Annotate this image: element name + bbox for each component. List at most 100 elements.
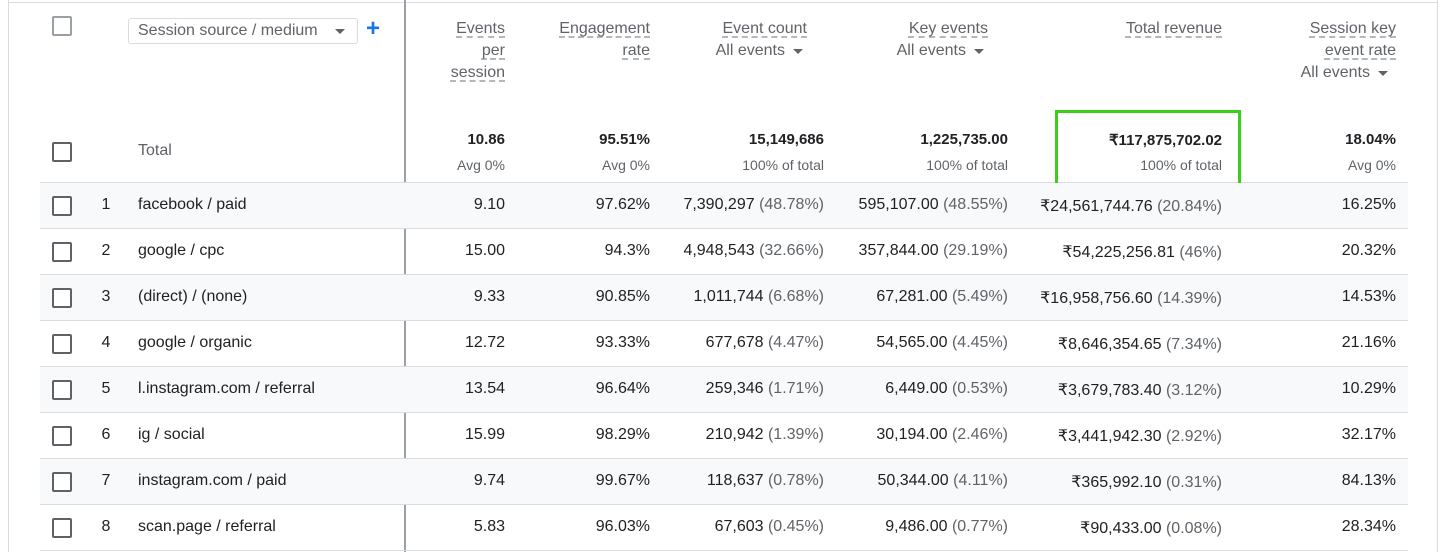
row-revenue-value: ₹90,433.00 bbox=[1080, 520, 1162, 537]
total-event-count-sub: 100% of total bbox=[742, 157, 824, 173]
row-key-events-pct: (0.53%) bbox=[951, 380, 1008, 397]
total-session-key-event-rate: 18.04% bbox=[1345, 131, 1396, 148]
row-dimension[interactable]: instagram.com / paid bbox=[138, 472, 287, 489]
row-event-count: 67,603 (0.45%) bbox=[660, 518, 824, 536]
caret-down-icon bbox=[335, 29, 345, 34]
table-row[interactable]: 7 instagram.com / paid 9.74 99.67% 118,637 (… bbox=[40, 459, 1408, 505]
table-row[interactable]: 5 l.instagram.com / referral 13.54 96.64% 25… bbox=[40, 367, 1408, 413]
totals-divider bbox=[40, 182, 1408, 183]
row-key-events: 50,344.00 (4.11%) bbox=[840, 472, 1008, 490]
row-index: 2 bbox=[101, 242, 111, 259]
total-engagement-rate-sub: Avg 0% bbox=[602, 157, 650, 173]
col-header-event-count[interactable]: Event count All events bbox=[680, 18, 807, 62]
row-dimension[interactable]: facebook / paid bbox=[138, 196, 247, 213]
row-session-key-event-rate: 20.32% bbox=[1341, 242, 1396, 259]
row-key-events-value: 595,107.00 bbox=[858, 196, 939, 213]
table-right-border bbox=[1437, 0, 1438, 552]
row-checkbox[interactable] bbox=[52, 288, 72, 308]
table-row[interactable]: 1 facebook / paid 9.10 97.62% 7,390,297 (48.… bbox=[40, 183, 1408, 229]
table-left-border bbox=[8, 0, 9, 552]
row-dimension[interactable]: google / organic bbox=[138, 334, 252, 351]
row-checkbox[interactable] bbox=[52, 380, 72, 400]
row-event-count-value: 67,603 bbox=[714, 518, 764, 535]
row-events-per-session: 15.99 bbox=[464, 426, 505, 443]
select-all-checkbox[interactable] bbox=[52, 16, 72, 36]
col-title: Key events bbox=[908, 20, 988, 37]
row-key-events-value: 54,565.00 bbox=[876, 334, 948, 351]
row-index: 4 bbox=[101, 334, 111, 351]
row-events-per-session: 9.74 bbox=[473, 472, 505, 489]
row-key-events-pct: (0.77%) bbox=[951, 518, 1008, 535]
row-event-count-pct: (1.71%) bbox=[767, 380, 824, 397]
row-checkbox[interactable] bbox=[52, 196, 72, 216]
row-events-per-session: 12.72 bbox=[464, 334, 505, 351]
row-dimension[interactable]: (direct) / (none) bbox=[138, 288, 248, 305]
row-checkbox[interactable] bbox=[52, 426, 72, 446]
row-event-count: 210,942 (1.39%) bbox=[660, 426, 824, 444]
row-event-count-pct: (1.39%) bbox=[767, 426, 824, 443]
table-row[interactable]: 6 ig / social 15.99 98.29% 210,942 (1.39%) 30… bbox=[40, 413, 1408, 459]
row-checkbox[interactable] bbox=[52, 242, 72, 262]
row-event-count: 4,948,543 (32.66%) bbox=[660, 242, 824, 260]
row-revenue-value: ₹8,646,354.65 bbox=[1057, 336, 1162, 353]
event-filter-dropdown[interactable]: All events bbox=[897, 40, 988, 62]
row-key-events: 30,194.00 (2.46%) bbox=[840, 426, 1008, 444]
col-header-key-events[interactable]: Key events All events bbox=[860, 18, 988, 62]
row-dimension[interactable]: scan.page / referral bbox=[138, 518, 276, 535]
table-top-border bbox=[8, 2, 1438, 3]
col-header-engagement-rate[interactable]: Engagement rate bbox=[530, 18, 650, 62]
total-key-events: 1,225,735.00 bbox=[920, 131, 1008, 148]
row-revenue-value: ₹365,992.10 bbox=[1071, 474, 1162, 491]
table-row[interactable]: 2 google / cpc 15.00 94.3% 4,948,543 (32.66%… bbox=[40, 229, 1408, 275]
row-engagement-rate: 93.33% bbox=[595, 334, 650, 351]
total-row-checkbox[interactable] bbox=[52, 142, 72, 162]
col-header-events-per-session[interactable]: Events per session bbox=[420, 18, 505, 84]
row-key-events-pct: (4.45%) bbox=[951, 334, 1008, 351]
row-events-per-session: 5.83 bbox=[473, 518, 505, 535]
total-session-key-event-rate-sub: Avg 0% bbox=[1348, 157, 1396, 173]
caret-down-icon bbox=[793, 49, 803, 54]
table-row[interactable]: 4 google / organic 12.72 93.33% 677,678 (4.4… bbox=[40, 321, 1408, 367]
row-engagement-rate: 96.03% bbox=[595, 518, 650, 535]
row-key-events: 67,281.00 (5.49%) bbox=[840, 288, 1008, 306]
row-checkbox[interactable] bbox=[52, 472, 72, 492]
row-session-key-event-rate: 10.29% bbox=[1341, 380, 1396, 397]
row-checkbox[interactable] bbox=[52, 334, 72, 354]
dimension-select[interactable]: Session source / medium bbox=[128, 18, 358, 44]
event-filter-dropdown[interactable]: All events bbox=[716, 40, 807, 62]
event-filter-dropdown[interactable]: All events bbox=[1301, 62, 1396, 84]
row-revenue-pct: (7.34%) bbox=[1165, 336, 1222, 353]
row-engagement-rate: 97.62% bbox=[595, 196, 650, 213]
row-total-revenue: ₹8,646,354.65 (7.34%) bbox=[1030, 334, 1222, 354]
col-header-total-revenue[interactable]: Total revenue bbox=[1060, 18, 1222, 40]
row-revenue-pct: (2.92%) bbox=[1165, 428, 1222, 445]
row-key-events-value: 30,194.00 bbox=[876, 426, 948, 443]
row-dimension[interactable]: google / cpc bbox=[138, 242, 225, 259]
plus-icon[interactable]: + bbox=[366, 15, 381, 42]
row-engagement-rate: 90.85% bbox=[595, 288, 650, 305]
row-key-events: 6,449.00 (0.53%) bbox=[840, 380, 1008, 398]
row-checkbox[interactable] bbox=[52, 518, 72, 538]
table-row[interactable]: 8 scan.page / referral 5.83 96.03% 67,603 (0… bbox=[40, 505, 1408, 551]
col-title: Events bbox=[456, 20, 505, 37]
row-key-events-pct: (5.49%) bbox=[951, 288, 1008, 305]
row-key-events-pct: (4.11%) bbox=[953, 472, 1008, 489]
row-dimension[interactable]: ig / social bbox=[138, 426, 205, 443]
table-row[interactable]: 3 (direct) / (none) 9.33 90.85% 1,011,744 (6… bbox=[40, 275, 1408, 321]
total-engagement-rate: 95.51% bbox=[599, 131, 650, 148]
row-revenue-pct: (0.31%) bbox=[1165, 474, 1222, 491]
row-revenue-value: ₹24,561,744.76 bbox=[1040, 198, 1153, 215]
row-event-count: 118,637 (0.78%) bbox=[660, 472, 824, 490]
row-key-events: 54,565.00 (4.45%) bbox=[840, 334, 1008, 352]
row-revenue-value: ₹54,225,256.81 bbox=[1062, 244, 1175, 261]
event-filter-label: All events bbox=[896, 42, 966, 59]
col-title: per bbox=[481, 42, 505, 59]
row-event-count-pct: (48.78%) bbox=[759, 196, 824, 213]
col-header-session-key-event-rate[interactable]: Session key event rate All events bbox=[1270, 18, 1396, 84]
row-session-key-event-rate: 84.13% bbox=[1341, 472, 1396, 489]
total-events-per-session-sub: Avg 0% bbox=[457, 157, 505, 173]
row-event-count-value: 677,678 bbox=[705, 334, 764, 351]
col-title: Event count bbox=[722, 20, 808, 37]
row-key-events-pct: (2.46%) bbox=[951, 426, 1008, 443]
row-dimension[interactable]: l.instagram.com / referral bbox=[138, 380, 315, 397]
